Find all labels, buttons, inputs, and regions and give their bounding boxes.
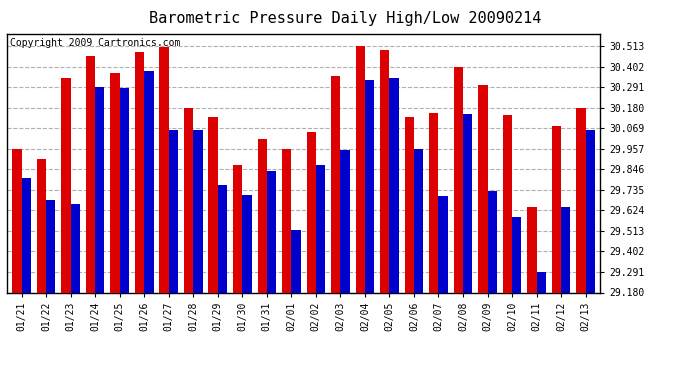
Bar <box>512 217 522 292</box>
Bar <box>257 139 267 292</box>
Bar <box>453 67 463 292</box>
Bar <box>110 72 119 292</box>
Bar <box>95 87 104 292</box>
Bar <box>561 207 571 292</box>
Bar <box>429 113 438 292</box>
Bar <box>21 178 31 292</box>
Bar <box>282 149 291 292</box>
Bar <box>389 78 399 292</box>
Bar <box>478 86 488 292</box>
Bar <box>365 80 374 292</box>
Bar <box>576 108 586 292</box>
Bar <box>46 200 55 292</box>
Bar <box>61 78 70 292</box>
Bar <box>267 171 276 292</box>
Bar <box>291 230 301 292</box>
Bar <box>12 149 21 292</box>
Bar <box>86 56 95 292</box>
Bar <box>414 149 423 292</box>
Text: Copyright 2009 Cartronics.com: Copyright 2009 Cartronics.com <box>10 38 180 48</box>
Bar <box>144 71 154 292</box>
Bar <box>503 115 512 292</box>
Bar <box>340 150 350 292</box>
Bar <box>193 130 203 292</box>
Bar <box>404 117 414 292</box>
Bar <box>463 114 472 292</box>
Bar <box>537 272 546 292</box>
Bar <box>586 130 595 292</box>
Bar <box>552 126 561 292</box>
Bar <box>70 204 80 292</box>
Bar <box>527 207 537 292</box>
Bar <box>37 159 46 292</box>
Bar <box>331 76 340 292</box>
Bar <box>119 88 129 292</box>
Bar <box>135 52 144 292</box>
Bar <box>169 130 178 292</box>
Bar <box>184 108 193 292</box>
Bar <box>242 195 252 292</box>
Bar <box>208 117 218 292</box>
Bar <box>218 185 227 292</box>
Bar <box>380 50 389 292</box>
Bar <box>438 196 448 292</box>
Bar <box>355 46 365 292</box>
Bar <box>306 132 316 292</box>
Text: Barometric Pressure Daily High/Low 20090214: Barometric Pressure Daily High/Low 20090… <box>149 11 541 26</box>
Bar <box>233 165 242 292</box>
Bar <box>316 165 325 292</box>
Bar <box>488 191 497 292</box>
Bar <box>159 46 169 292</box>
